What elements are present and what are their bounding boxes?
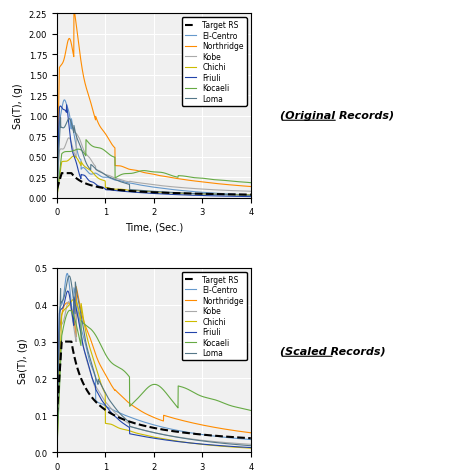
Y-axis label: Sa(T), (g): Sa(T), (g) (13, 83, 23, 129)
Text: (Scaled Records): (Scaled Records) (280, 346, 385, 356)
Legend: Target RS, El-Centro, Northridge, Kobe, Chichi, Friuli, Kocaeli, Loma: Target RS, El-Centro, Northridge, Kobe, … (182, 18, 247, 107)
Legend: Target RS, El-Centro, Northridge, Kobe, Chichi, Friuli, Kocaeli, Loma: Target RS, El-Centro, Northridge, Kobe, … (182, 272, 247, 361)
Text: (Original Records): (Original Records) (280, 110, 394, 120)
X-axis label: Time, (Sec.): Time, (Sec.) (125, 222, 183, 232)
Y-axis label: Sa(T), (g): Sa(T), (g) (18, 337, 28, 383)
